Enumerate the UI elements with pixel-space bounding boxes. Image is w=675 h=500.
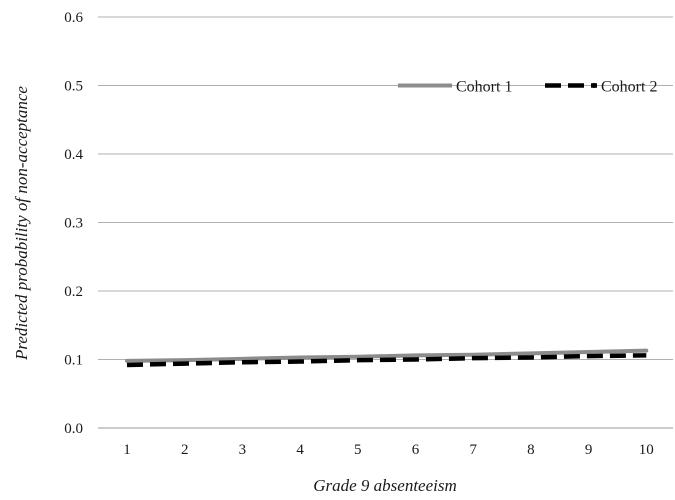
x-tick-label: 9 (585, 442, 593, 458)
x-tick-label: 3 (239, 442, 247, 458)
x-tick-label: 6 (412, 442, 420, 458)
series-line-cohort-2 (126, 353, 647, 368)
series-line-cohort-1 (125, 348, 649, 363)
x-tick-label: 2 (181, 442, 189, 458)
x-tick-label: 10 (639, 442, 654, 458)
y-tick-label: 0.2 (64, 284, 83, 300)
x-tick-label: 5 (354, 442, 362, 458)
y-tick-label: 0.4 (64, 147, 83, 163)
y-tick-label: 0.0 (64, 421, 83, 437)
tick-labels: 0.0 0.1 0.2 0.3 0.4 0.5 0.6 1 2 3 4 5 6 7 8 9 10 (64, 10, 654, 458)
x-axis-title: Grade 9 absenteeism (313, 476, 457, 495)
gridlines (98, 16, 673, 360)
y-tick-label: 0.6 (64, 10, 83, 26)
y-axis-title: Predicted probability of non-acceptance (12, 86, 31, 361)
legend-label-cohort-2: Cohort 2 (601, 79, 657, 96)
series-lines (125, 348, 649, 368)
x-tick-label: 7 (469, 442, 477, 458)
x-tick-label: 4 (296, 442, 304, 458)
y-tick-label: 0.1 (64, 353, 83, 369)
x-tick-label: 8 (527, 442, 535, 458)
legend-marker-cohort-2 (591, 83, 597, 88)
y-tick-label: 0.3 (64, 216, 83, 232)
y-tick-label: 0.5 (64, 79, 83, 95)
legend: Cohort 1 Cohort 2 (398, 79, 657, 96)
legend-label-cohort-1: Cohort 1 (456, 79, 512, 96)
x-tick-label: 1 (123, 442, 131, 458)
